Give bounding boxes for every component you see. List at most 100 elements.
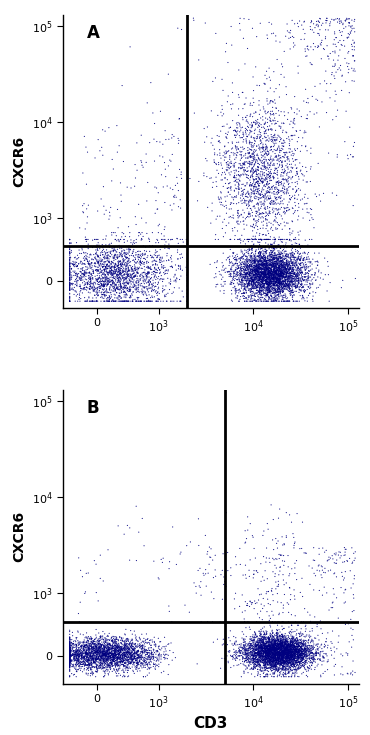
Point — [269, 637, 275, 649]
Point — [293, 234, 299, 245]
Point — [237, 542, 243, 554]
Point — [277, 263, 283, 275]
Point — [112, 646, 118, 658]
Point — [268, 254, 274, 266]
Point — [268, 656, 273, 668]
Point — [264, 245, 270, 257]
Point — [129, 652, 135, 664]
Point — [276, 258, 282, 270]
Point — [258, 262, 263, 273]
Point — [67, 645, 73, 657]
Point — [222, 141, 228, 153]
Point — [350, 50, 356, 62]
Point — [240, 268, 246, 280]
Point — [89, 658, 95, 670]
Point — [75, 274, 81, 286]
Point — [98, 639, 104, 650]
Point — [256, 119, 262, 131]
Point — [96, 638, 102, 650]
Point — [225, 137, 231, 148]
Point — [302, 648, 308, 660]
Point — [255, 646, 260, 658]
Point — [264, 647, 270, 659]
Point — [242, 656, 248, 667]
Point — [71, 648, 77, 659]
Point — [132, 629, 138, 641]
Point — [100, 279, 106, 290]
Point — [98, 287, 104, 298]
Point — [245, 192, 251, 204]
Point — [287, 664, 293, 675]
Point — [76, 293, 82, 305]
Point — [280, 264, 286, 276]
Point — [267, 184, 273, 196]
Point — [259, 176, 265, 187]
Point — [262, 642, 268, 653]
Point — [67, 279, 73, 291]
Point — [135, 656, 141, 668]
Point — [87, 295, 93, 307]
Point — [276, 274, 282, 286]
Point — [74, 644, 80, 656]
Point — [261, 267, 267, 279]
Point — [246, 200, 252, 212]
Point — [287, 253, 293, 265]
Point — [272, 261, 278, 273]
Point — [241, 287, 247, 299]
Point — [86, 642, 92, 654]
Point — [296, 671, 302, 683]
Point — [139, 646, 145, 658]
Point — [151, 284, 157, 296]
Point — [244, 270, 250, 282]
Point — [107, 634, 113, 645]
Point — [279, 653, 285, 664]
Point — [67, 284, 73, 296]
Point — [293, 187, 299, 198]
Point — [269, 647, 275, 659]
Point — [287, 656, 293, 668]
Point — [89, 666, 95, 678]
Point — [232, 650, 238, 662]
Point — [299, 267, 305, 279]
Point — [300, 648, 306, 659]
Point — [287, 647, 293, 659]
Point — [297, 649, 303, 661]
Point — [118, 633, 124, 645]
Point — [101, 655, 107, 667]
Point — [257, 656, 263, 668]
Point — [249, 633, 255, 645]
Point — [154, 256, 159, 268]
Point — [121, 649, 127, 661]
Point — [136, 276, 142, 287]
Point — [69, 643, 75, 655]
Point — [290, 656, 296, 667]
Point — [310, 651, 316, 663]
Point — [228, 147, 234, 159]
Point — [122, 662, 128, 674]
Point — [72, 653, 78, 665]
Point — [255, 646, 261, 658]
Point — [112, 242, 118, 254]
Point — [231, 278, 236, 290]
Point — [256, 239, 262, 251]
Point — [290, 650, 296, 662]
Point — [295, 261, 301, 273]
Point — [242, 634, 248, 645]
Point — [118, 653, 124, 664]
Point — [250, 270, 256, 282]
Point — [256, 251, 262, 263]
Point — [276, 654, 282, 666]
Point — [300, 24, 306, 35]
Point — [297, 268, 303, 279]
Point — [105, 266, 111, 278]
Point — [87, 650, 93, 662]
Point — [325, 51, 331, 62]
Point — [270, 254, 276, 266]
Point — [151, 639, 157, 650]
Point — [149, 649, 155, 661]
Point — [266, 654, 272, 666]
Point — [138, 257, 144, 268]
Point — [278, 639, 283, 651]
Point — [243, 254, 249, 266]
Point — [286, 656, 292, 667]
